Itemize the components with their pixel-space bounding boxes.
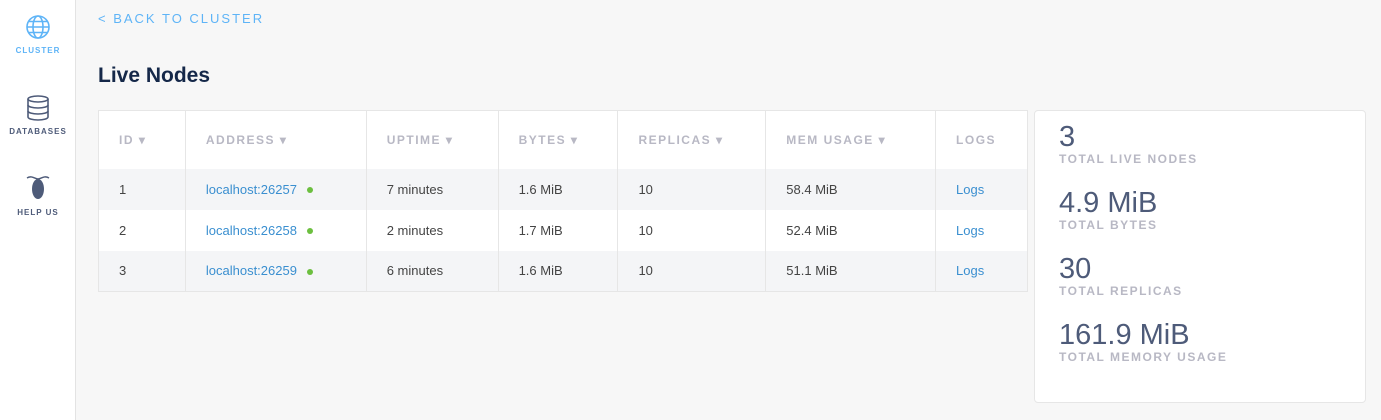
node-id: 3: [98, 250, 186, 292]
live-status-icon: [306, 268, 313, 275]
stat-label: TOTAL MEMORY USAGE: [1059, 350, 1228, 364]
database-icon: [27, 95, 49, 121]
back-to-cluster-link[interactable]: < BACK TO CLUSTER: [98, 11, 265, 26]
node-bytes: 1.6 MiB: [497, 168, 618, 210]
stat-live-nodes: 3 TOTAL LIVE NODES: [1059, 121, 1341, 187]
col-id-header[interactable]: ID ▾: [98, 110, 186, 169]
logs-link[interactable]: Logs: [956, 263, 985, 279]
stat-value: 4.9 MiB: [1059, 187, 1158, 219]
table-row: 2 localhost:26258 2 minutes 1.7 MiB 10 5…: [98, 209, 1028, 251]
node-mem: 51.1 MiB: [765, 250, 936, 292]
stat-value: 161.9 MiB: [1059, 319, 1190, 351]
node-uptime: 6 minutes: [365, 250, 499, 292]
col-address-header[interactable]: ADDRESS ▾: [184, 110, 367, 169]
stat-value: 30: [1059, 253, 1092, 285]
cockroach-icon: [26, 176, 50, 199]
stat-value: 3: [1059, 121, 1076, 153]
live-status-icon: [306, 228, 313, 235]
col-replicas-header[interactable]: REPLICAS ▾: [617, 110, 766, 169]
stat-memory: 161.9 MiB TOTAL MEMORY USAGE: [1059, 319, 1341, 385]
table-row: 1 localhost:26257 7 minutes 1.6 MiB 10 5…: [98, 168, 1028, 210]
logs-link[interactable]: Logs: [956, 181, 985, 197]
sidebar-item-cluster[interactable]: CLUSTER: [0, 14, 76, 55]
page-title: Live Nodes: [98, 64, 211, 87]
live-status-icon: [306, 187, 313, 194]
table-header-row: ID ▾ ADDRESS ▾ UPTIME ▾ BYTES ▾ REPLICAS…: [98, 110, 1028, 169]
node-replicas: 10: [617, 250, 766, 292]
node-address-link[interactable]: localhost:26258: [205, 222, 297, 238]
col-bytes-header[interactable]: BYTES ▾: [497, 110, 618, 169]
node-mem: 58.4 MiB: [765, 168, 936, 210]
node-replicas: 10: [617, 209, 766, 251]
node-address-link[interactable]: localhost:26257: [205, 181, 297, 197]
node-bytes: 1.7 MiB: [497, 209, 618, 251]
globe-icon: [26, 15, 50, 39]
node-mem: 52.4 MiB: [765, 209, 936, 251]
node-replicas: 10: [617, 168, 766, 210]
node-uptime: 2 minutes: [365, 209, 499, 251]
col-logs-header: LOGS: [935, 110, 1028, 169]
nodes-table: ID ▾ ADDRESS ▾ UPTIME ▾ BYTES ▾ REPLICAS…: [98, 110, 1028, 292]
stat-label: TOTAL REPLICAS: [1059, 284, 1183, 298]
sidebar: CLUSTER DATABASES HELP US: [0, 0, 76, 420]
node-bytes: 1.6 MiB: [497, 250, 618, 292]
table-row: 3 localhost:26259 6 minutes 1.6 MiB 10 5…: [98, 250, 1028, 292]
col-mem-header[interactable]: MEM USAGE ▾: [765, 110, 936, 169]
sidebar-item-databases[interactable]: DATABASES: [0, 95, 76, 136]
node-uptime: 7 minutes: [365, 168, 499, 210]
node-address-link[interactable]: localhost:26259: [205, 263, 297, 279]
col-uptime-header[interactable]: UPTIME ▾: [365, 110, 499, 169]
summary-panel: 3 TOTAL LIVE NODES 4.9 MiB TOTAL BYTES 30 T…: [1034, 110, 1366, 403]
stat-label: TOTAL LIVE NODES: [1059, 152, 1198, 166]
stat-replicas: 30 TOTAL REPLICAS: [1059, 253, 1341, 319]
node-id: 1: [98, 168, 186, 210]
sidebar-item-label: HELP US: [17, 208, 59, 217]
stat-label: TOTAL BYTES: [1059, 218, 1158, 232]
sidebar-item-label: DATABASES: [9, 127, 67, 136]
logs-link[interactable]: Logs: [956, 222, 985, 238]
sidebar-item-label: CLUSTER: [15, 46, 61, 55]
sidebar-item-help-us[interactable]: HELP US: [0, 174, 76, 217]
stat-bytes: 4.9 MiB TOTAL BYTES: [1059, 187, 1341, 253]
node-id: 2: [98, 209, 186, 251]
